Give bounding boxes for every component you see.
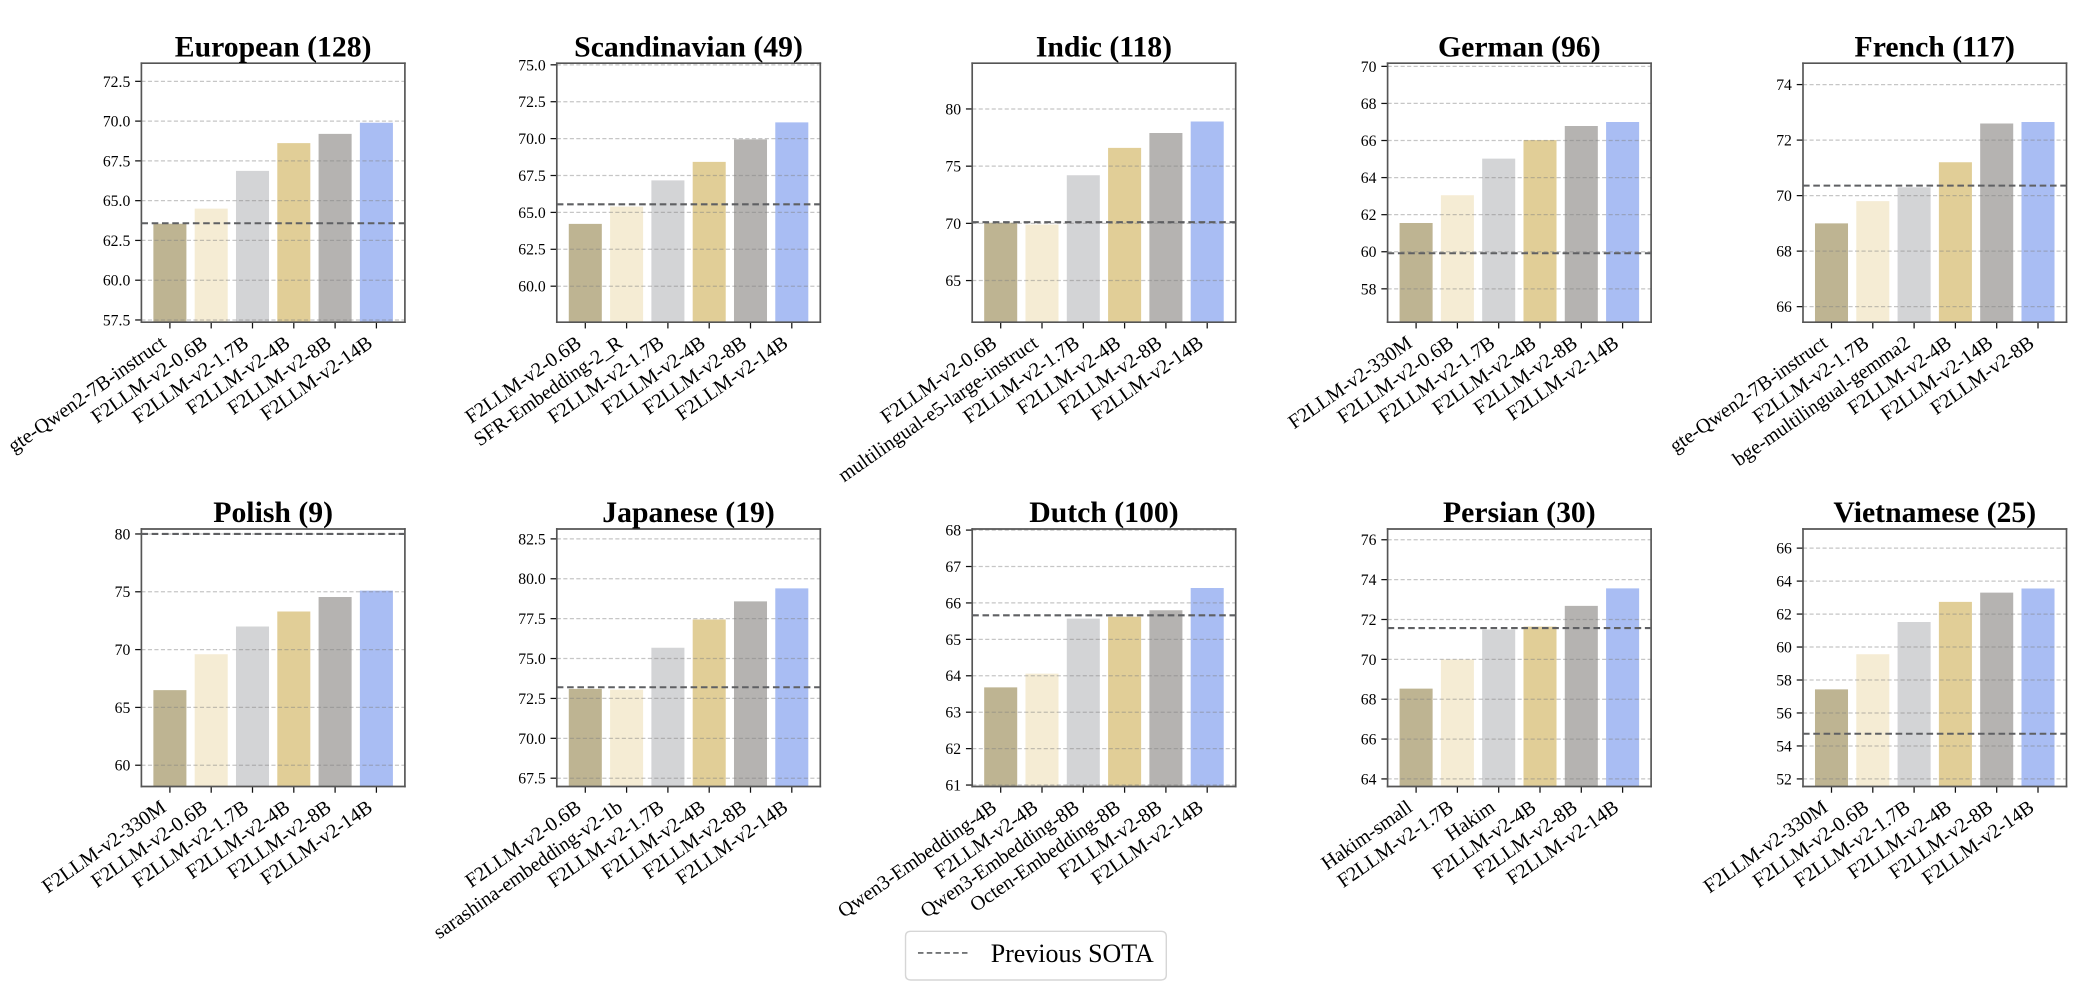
svg-text:66: 66 <box>945 595 961 612</box>
svg-text:60: 60 <box>115 758 131 775</box>
svg-text:66: 66 <box>1361 732 1377 749</box>
svg-text:82.5: 82.5 <box>518 531 546 548</box>
svg-text:75: 75 <box>945 159 961 176</box>
svg-text:57.5: 57.5 <box>103 312 131 329</box>
svg-text:75.0: 75.0 <box>518 57 546 74</box>
svg-text:70: 70 <box>115 642 131 659</box>
svg-text:77.5: 77.5 <box>518 611 546 628</box>
svg-text:54: 54 <box>1776 738 1792 755</box>
svg-text:67.5: 67.5 <box>518 168 546 185</box>
svg-text:French (117): French (117) <box>1855 31 2015 63</box>
svg-text:German (96): German (96) <box>1438 31 1601 63</box>
svg-text:Vietnamese (25): Vietnamese (25) <box>1833 497 2036 529</box>
svg-text:64: 64 <box>1361 771 1377 788</box>
svg-text:66: 66 <box>1776 541 1792 558</box>
svg-text:70: 70 <box>945 216 961 233</box>
svg-text:67.5: 67.5 <box>103 153 131 170</box>
svg-text:60.0: 60.0 <box>103 273 131 290</box>
svg-text:80: 80 <box>115 526 131 543</box>
svg-text:64: 64 <box>1776 574 1792 591</box>
svg-text:65: 65 <box>115 700 131 717</box>
svg-text:63: 63 <box>945 705 961 722</box>
svg-text:62.5: 62.5 <box>518 242 546 259</box>
svg-text:68: 68 <box>1776 244 1792 261</box>
svg-text:60.0: 60.0 <box>518 279 546 296</box>
svg-text:74: 74 <box>1361 572 1377 589</box>
svg-text:62: 62 <box>1361 207 1377 224</box>
svg-text:66: 66 <box>1361 133 1377 150</box>
svg-text:Previous SOTA: Previous SOTA <box>991 939 1154 968</box>
svg-text:67.5: 67.5 <box>518 771 546 788</box>
svg-text:70.0: 70.0 <box>103 114 131 131</box>
svg-text:75: 75 <box>115 584 131 601</box>
svg-text:64: 64 <box>945 668 961 685</box>
svg-text:68: 68 <box>1361 692 1377 709</box>
svg-text:66: 66 <box>1776 299 1792 316</box>
svg-text:Persian (30): Persian (30) <box>1443 497 1596 529</box>
svg-text:Japanese (19): Japanese (19) <box>602 497 775 529</box>
svg-text:80.0: 80.0 <box>518 571 546 588</box>
svg-text:65: 65 <box>945 632 961 649</box>
svg-text:68: 68 <box>945 523 961 540</box>
svg-text:76: 76 <box>1361 532 1377 549</box>
svg-text:70.0: 70.0 <box>518 131 546 148</box>
svg-text:70: 70 <box>1776 188 1792 205</box>
svg-text:80: 80 <box>945 101 961 118</box>
svg-text:58: 58 <box>1361 281 1377 298</box>
svg-text:75.0: 75.0 <box>518 651 546 668</box>
svg-text:72: 72 <box>1361 612 1377 629</box>
svg-text:62: 62 <box>1776 607 1792 624</box>
svg-text:64: 64 <box>1361 170 1377 187</box>
svg-text:61: 61 <box>945 777 961 794</box>
svg-text:58: 58 <box>1776 672 1792 689</box>
svg-text:Dutch (100): Dutch (100) <box>1029 497 1178 529</box>
svg-text:67: 67 <box>945 559 961 576</box>
svg-text:70: 70 <box>1361 652 1377 669</box>
svg-text:62: 62 <box>945 741 961 758</box>
svg-text:Indic (118): Indic (118) <box>1036 31 1172 63</box>
svg-text:65.0: 65.0 <box>518 205 546 222</box>
svg-text:52: 52 <box>1776 771 1792 788</box>
svg-text:68: 68 <box>1361 96 1377 113</box>
svg-text:60: 60 <box>1776 639 1792 656</box>
svg-text:56: 56 <box>1776 705 1792 722</box>
svg-text:Polish (9): Polish (9) <box>213 497 333 529</box>
svg-text:72.5: 72.5 <box>518 691 546 708</box>
svg-text:72: 72 <box>1776 133 1792 150</box>
svg-text:Scandinavian (49): Scandinavian (49) <box>574 31 803 63</box>
svg-text:74: 74 <box>1776 77 1792 94</box>
svg-text:70: 70 <box>1361 59 1377 76</box>
svg-text:72.5: 72.5 <box>103 74 131 91</box>
svg-text:72.5: 72.5 <box>518 94 546 111</box>
svg-text:65.0: 65.0 <box>103 193 131 210</box>
svg-text:62.5: 62.5 <box>103 233 131 250</box>
svg-text:European (128): European (128) <box>175 31 372 63</box>
svg-text:70.0: 70.0 <box>518 731 546 748</box>
svg-text:65: 65 <box>945 273 961 290</box>
svg-text:60: 60 <box>1361 244 1377 261</box>
